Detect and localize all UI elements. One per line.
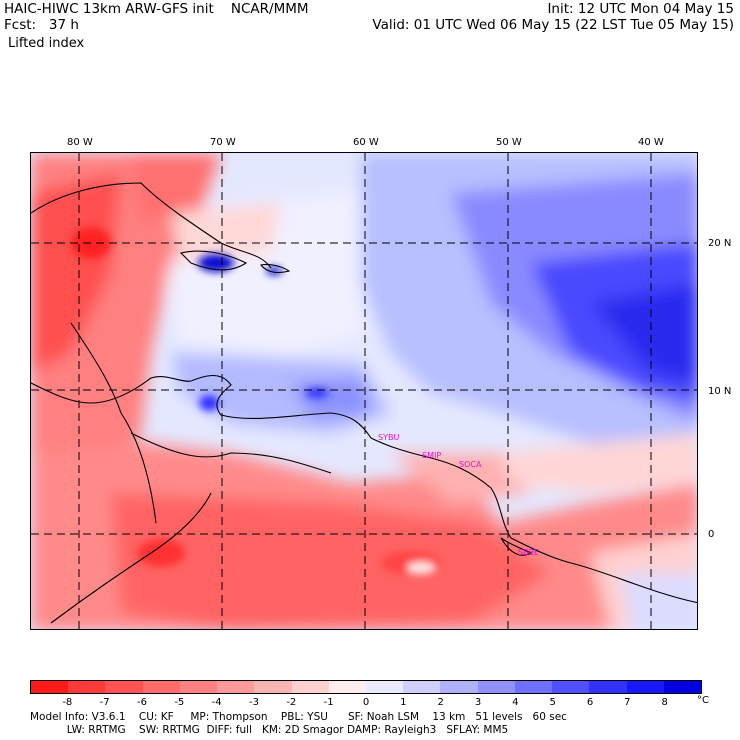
lat-lon-grid (31, 153, 697, 629)
colorbar-segment (552, 681, 590, 693)
colorbar-segment (328, 681, 366, 693)
colorbar-tick-label: -1 (323, 697, 334, 708)
colorbar-tick-label: 3 (474, 697, 482, 708)
colorbar (30, 680, 702, 694)
colorbar-tick-label: -2 (286, 697, 297, 708)
lon-label-40w: 40 W (638, 137, 664, 148)
colorbar-segment (31, 681, 69, 693)
colorbar-tick-label: -6 (137, 697, 147, 708)
header-forecast-hour: Fcst: 37 h (4, 17, 79, 33)
colorbar-segment (663, 681, 701, 693)
colorbar-tick-label: 4 (512, 697, 519, 708)
lon-label-60w: 60 W (353, 137, 379, 148)
station-sbbe: SBBE (518, 548, 540, 557)
colorbar-tick-label: -4 (211, 697, 222, 708)
convective-cells (71, 227, 441, 575)
colorbar-tick-label: 8 (661, 697, 668, 708)
field-name: Lifted index (8, 36, 85, 51)
colorbar-segment (403, 681, 441, 693)
lon-label-70w: 70 W (210, 137, 236, 148)
colorbar-unit: °C (697, 695, 709, 706)
colorbar-segment (589, 681, 627, 693)
colorbar-tick-label: 7 (624, 697, 631, 708)
colorbar-segment (217, 681, 255, 693)
colorbar-tick-label: 2 (437, 697, 444, 708)
header-valid-time: Valid: 01 UTC Wed 06 May 15 (22 LST Tue … (372, 17, 734, 33)
colorbar-segment (105, 681, 143, 693)
model-info-line1: Model Info: V3.6.1 CU: KF MP: Thompson P… (30, 711, 567, 723)
colorbar-segment (179, 681, 218, 693)
lat-label-10n: 10 N (708, 386, 732, 397)
lat-label-20n: 20 N (708, 238, 732, 249)
colorbar-segment (68, 681, 106, 693)
lifted-index-map (30, 152, 698, 630)
colorbar-segment (477, 681, 515, 693)
colorbar-tick-label: -8 (62, 697, 73, 708)
lon-label-80w: 80 W (67, 137, 93, 148)
colorbar-tick-label: 6 (586, 697, 594, 708)
colorbar-segment (142, 681, 180, 693)
header-init-time: Init: 12 UTC Mon 04 May 15 (547, 1, 734, 17)
station-sybu: SYBU (378, 433, 400, 442)
model-info-line2: LW: RRTMG SW: RRTMG DIFF: full KM: 2D Sm… (30, 724, 509, 736)
colorbar-segment (254, 681, 292, 693)
colorbar-tick-label: -5 (174, 697, 185, 708)
station-soca: SOCA (459, 460, 482, 469)
colorbar-segment (365, 681, 404, 693)
colorbar-tick-label: 5 (549, 697, 556, 708)
colorbar-tick-label: -3 (249, 697, 259, 708)
header-title: HAIC-HIWC 13km ARW-GFS init NCAR/MMM (4, 1, 309, 17)
colorbar-segment (626, 681, 664, 693)
colorbar-tick-label: -7 (99, 697, 110, 708)
colorbar-segment (440, 681, 478, 693)
lat-label-0: 0 (708, 529, 715, 540)
coastlines (31, 182, 697, 624)
colorbar-segment (291, 681, 329, 693)
lon-label-50w: 50 W (496, 137, 522, 148)
lifted-index-field (31, 153, 697, 629)
station-smjp: SMJP (422, 451, 442, 460)
map-canvas (31, 153, 697, 629)
colorbar-segment (514, 681, 553, 693)
colorbar-tick-label: 0 (362, 697, 370, 708)
colorbar-tick-label: 1 (400, 697, 407, 708)
